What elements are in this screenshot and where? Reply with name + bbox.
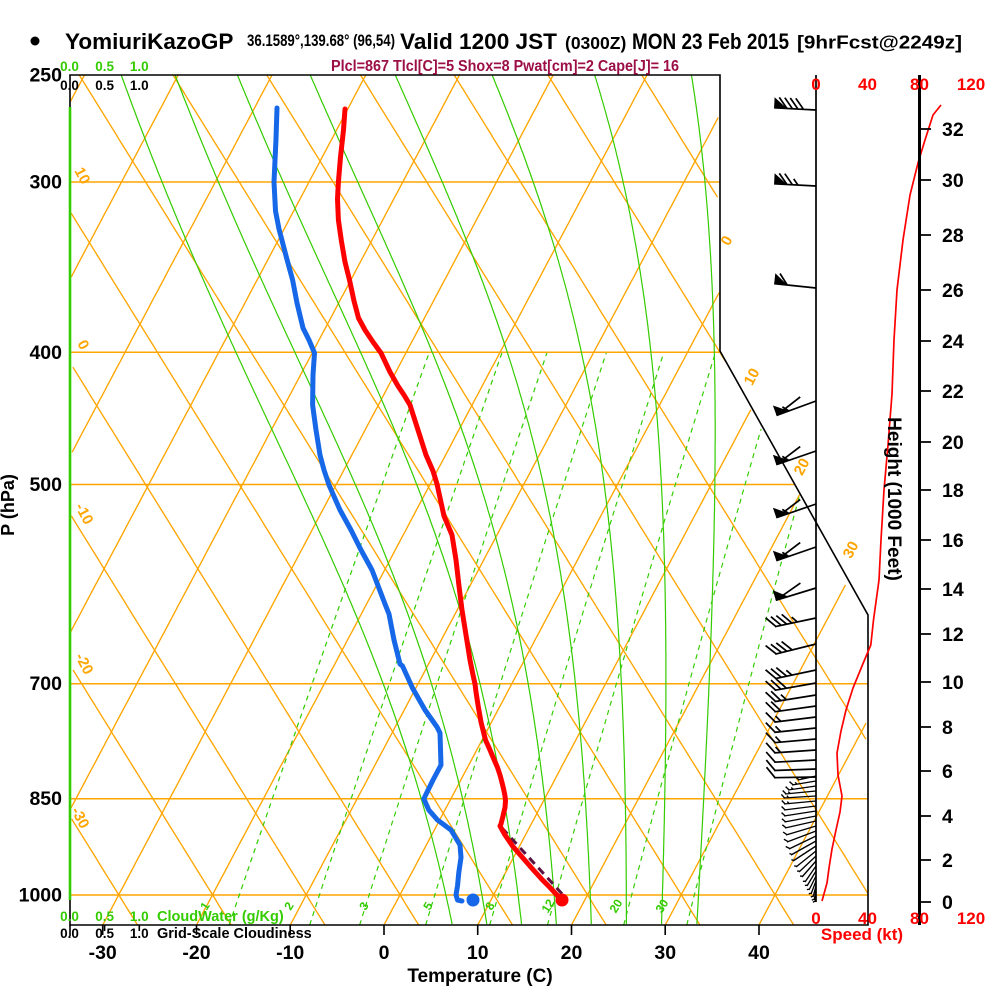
svg-text:(0300Z): (0300Z) xyxy=(565,33,626,53)
svg-text:Grid-Scale Cloudiness: Grid-Scale Cloudiness xyxy=(157,926,312,942)
svg-text:1.0: 1.0 xyxy=(130,78,149,93)
svg-text:YomiuriKazoGP: YomiuriKazoGP xyxy=(65,29,233,54)
svg-text:Temperature (C): Temperature (C) xyxy=(407,966,552,987)
svg-text:12: 12 xyxy=(942,624,964,646)
svg-text:Valid 1200 JST: Valid 1200 JST xyxy=(400,29,557,54)
svg-text:2: 2 xyxy=(942,850,953,872)
svg-text:80: 80 xyxy=(910,909,929,928)
svg-text:1.0: 1.0 xyxy=(130,926,149,941)
svg-text:30: 30 xyxy=(654,942,676,964)
svg-text:250: 250 xyxy=(29,65,62,87)
svg-text:MON 23 Feb 2015: MON 23 Feb 2015 xyxy=(632,29,789,54)
svg-text:0.0: 0.0 xyxy=(60,909,79,924)
svg-text:[9hrFcst@2249z]: [9hrFcst@2249z] xyxy=(797,32,962,53)
svg-text:0.0: 0.0 xyxy=(60,926,79,941)
svg-text:Height (1000 Feet): Height (1000 Feet) xyxy=(883,417,904,581)
svg-text:8: 8 xyxy=(942,717,953,739)
svg-text:-10: -10 xyxy=(276,942,304,964)
svg-text:20: 20 xyxy=(942,432,964,454)
svg-text:700: 700 xyxy=(29,673,62,695)
svg-text:30: 30 xyxy=(840,539,863,562)
svg-text:CloudWater (g/Kg): CloudWater (g/Kg) xyxy=(157,909,284,925)
svg-text:-30: -30 xyxy=(89,942,117,964)
svg-text:20: 20 xyxy=(561,942,583,964)
svg-text:0: 0 xyxy=(811,75,820,94)
svg-text:40: 40 xyxy=(858,75,877,94)
svg-text:26: 26 xyxy=(942,280,964,302)
svg-text:0: 0 xyxy=(942,892,953,914)
svg-text:30: 30 xyxy=(942,170,964,192)
svg-text:4: 4 xyxy=(942,806,953,828)
svg-text:0.0: 0.0 xyxy=(60,78,79,93)
svg-text:0.5: 0.5 xyxy=(95,909,114,924)
svg-text:16: 16 xyxy=(942,530,964,552)
svg-text:36.1589°,139.68° (96,54): 36.1589°,139.68° (96,54) xyxy=(247,32,395,50)
svg-text:Speed (kt): Speed (kt) xyxy=(821,925,903,944)
svg-text:10: 10 xyxy=(71,165,94,188)
svg-text:6: 6 xyxy=(942,761,953,783)
svg-text:120: 120 xyxy=(957,909,985,928)
svg-text:20: 20 xyxy=(791,456,814,479)
svg-text:0: 0 xyxy=(811,909,820,928)
svg-text:0.5: 0.5 xyxy=(95,59,114,74)
svg-text:500: 500 xyxy=(29,474,62,496)
svg-text:1.0: 1.0 xyxy=(130,909,149,924)
svg-text:40: 40 xyxy=(858,909,877,928)
svg-text:-20: -20 xyxy=(182,942,210,964)
svg-text:24: 24 xyxy=(942,331,964,353)
svg-text:10: 10 xyxy=(467,942,489,964)
svg-text:0.5: 0.5 xyxy=(95,926,114,941)
svg-text:P (hPa): P (hPa) xyxy=(0,474,18,536)
svg-text:10: 10 xyxy=(741,366,764,389)
svg-text:120: 120 xyxy=(957,75,985,94)
svg-text:1.0: 1.0 xyxy=(130,59,149,74)
svg-text:400: 400 xyxy=(29,342,62,364)
svg-text:0: 0 xyxy=(379,942,390,964)
svg-text:0.5: 0.5 xyxy=(95,78,114,93)
svg-text:22: 22 xyxy=(942,381,964,403)
svg-text:Plcl=867 Tlcl[C]=5 Shox=8 Pwat: Plcl=867 Tlcl[C]=5 Shox=8 Pwat[cm]=2 Cap… xyxy=(331,58,679,75)
svg-text:0.0: 0.0 xyxy=(60,59,79,74)
svg-text:10: 10 xyxy=(942,672,964,694)
svg-text:1000: 1000 xyxy=(19,885,63,907)
svg-text:850: 850 xyxy=(29,788,62,810)
svg-text:14: 14 xyxy=(942,579,964,601)
svg-text:40: 40 xyxy=(748,942,770,964)
svg-text:32: 32 xyxy=(942,119,964,141)
svg-text:300: 300 xyxy=(29,172,62,194)
svg-text:18: 18 xyxy=(942,480,964,502)
svg-text:28: 28 xyxy=(942,225,964,247)
svg-text:80: 80 xyxy=(910,75,929,94)
